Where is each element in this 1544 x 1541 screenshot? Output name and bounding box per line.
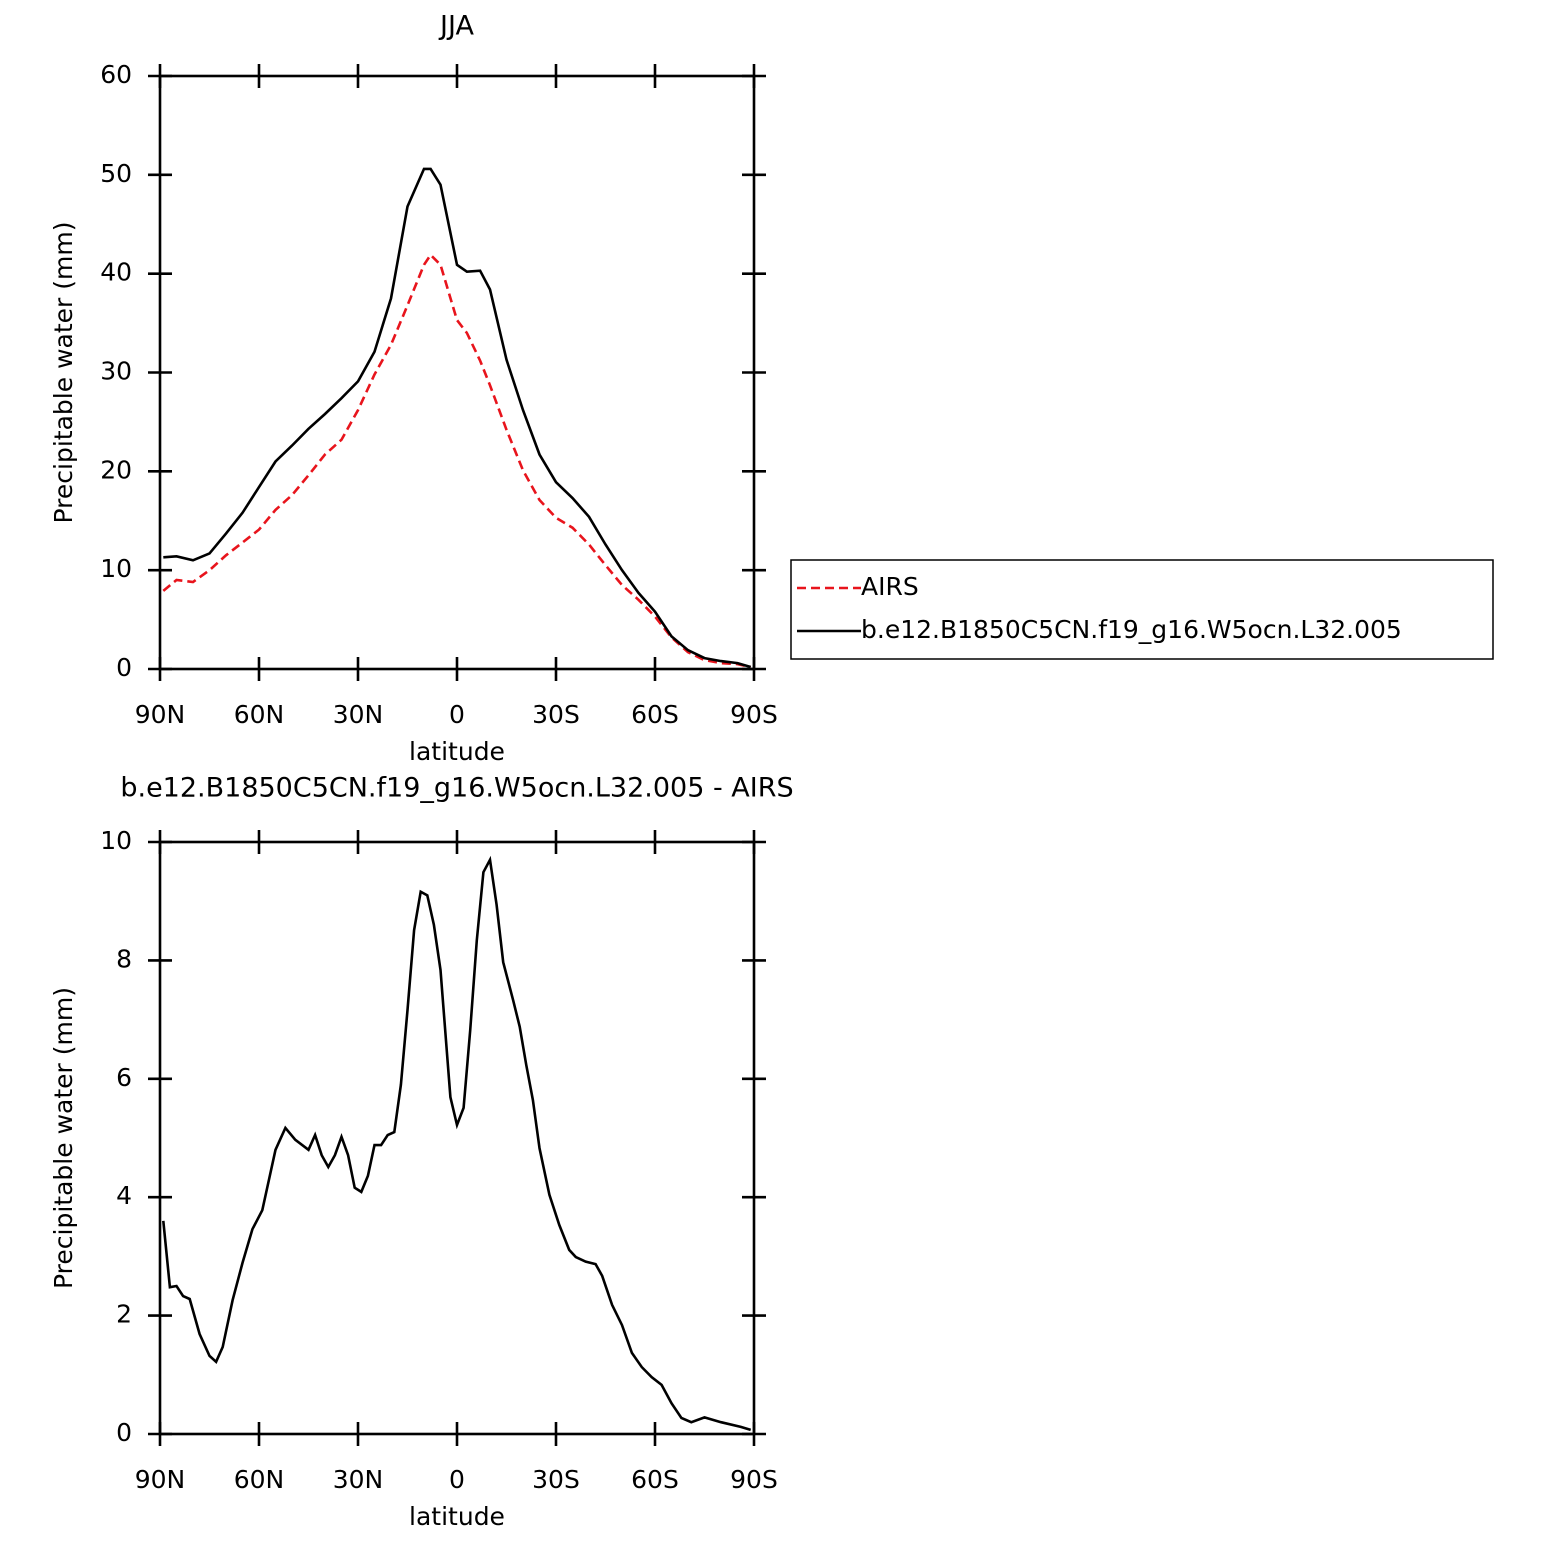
y-tick-label: 0: [116, 653, 132, 682]
x-tick-label: 30N: [333, 1465, 384, 1494]
x-tick-label: 0: [449, 700, 465, 729]
x-tick-label: 90S: [730, 1465, 778, 1494]
chart-title: JJA: [438, 11, 474, 42]
y-tick-label: 6: [116, 1063, 132, 1092]
legend-label: b.e12.B1850C5CN.f19_g16.W5ocn.L32.005: [861, 615, 1402, 644]
data-line: [162, 855, 752, 1432]
x-axis-label: latitude: [409, 737, 505, 766]
x-tick-label: 90N: [135, 1465, 186, 1494]
y-tick-label: 8: [116, 944, 132, 973]
plot-frame: [158, 840, 756, 1436]
x-tick-label: 60N: [234, 700, 285, 729]
data-line: [162, 252, 751, 669]
x-tick-label: 60S: [631, 700, 679, 729]
y-tick-label: 40: [100, 258, 132, 287]
chart-title: b.e12.B1850C5CN.f19_g16.W5ocn.L32.005 - …: [120, 773, 793, 804]
x-tick-label: 60N: [234, 1465, 285, 1494]
y-axis-label: Precipitable water (mm): [49, 987, 78, 1289]
y-tick-label: 2: [116, 1300, 132, 1329]
x-tick-label: 0: [449, 1465, 465, 1494]
x-tick-label: 90S: [730, 700, 778, 729]
y-tick-label: 10: [100, 826, 132, 855]
legend-box: [790, 559, 1494, 660]
y-tick-label: 10: [100, 554, 132, 583]
x-tick-label: 30N: [333, 700, 384, 729]
y-tick-label: 4: [116, 1181, 132, 1210]
x-tick-label: 60S: [631, 1465, 679, 1494]
y-tick-label: 0: [116, 1418, 132, 1447]
x-tick-label: 30S: [532, 700, 580, 729]
x-tick-label: 90N: [135, 700, 186, 729]
y-tick-label: 60: [100, 60, 132, 89]
y-tick-label: 30: [100, 357, 132, 386]
legend-label: AIRS: [861, 572, 919, 601]
y-tick-label: 20: [100, 455, 132, 484]
x-tick-label: 30S: [532, 1465, 580, 1494]
chart: b.e12.B1850C5CN.f19_g16.W5ocn.L32.005 - …: [49, 773, 794, 1532]
y-axis-label: Precipitable water (mm): [49, 222, 78, 524]
y-tick-label: 50: [100, 159, 132, 188]
x-axis-label: latitude: [409, 1502, 505, 1531]
plot-frame: [158, 74, 756, 671]
chart: JJA 0 10 20 30 40 50 60 90N 60N 30N 0 30S 60S 90S latit…: [49, 11, 1494, 766]
data-line: [163, 167, 752, 669]
